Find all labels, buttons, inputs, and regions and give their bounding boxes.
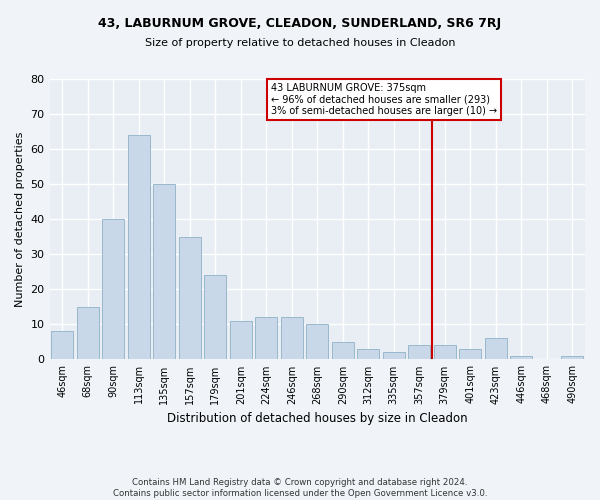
Bar [52,332,73,359]
Text: Contains HM Land Registry data © Crown copyright and database right 2024.
Contai: Contains HM Land Registry data © Crown c… [113,478,487,498]
Text: 43, LABURNUM GROVE, CLEADON, SUNDERLAND, SR6 7RJ: 43, LABURNUM GROVE, CLEADON, SUNDERLAND,… [98,18,502,30]
Bar [230,321,251,360]
Bar [562,356,583,360]
Bar [409,346,430,360]
Bar [332,342,353,359]
Bar [77,307,98,360]
Bar [383,352,404,360]
Bar [128,135,149,360]
Bar [434,346,455,360]
Bar [154,184,175,360]
Bar [256,318,277,360]
Y-axis label: Number of detached properties: Number of detached properties [15,132,25,307]
X-axis label: Distribution of detached houses by size in Cleadon: Distribution of detached houses by size … [167,412,467,425]
Bar [460,349,481,360]
Bar [103,219,124,360]
Bar [307,324,328,360]
Text: 43 LABURNUM GROVE: 375sqm
← 96% of detached houses are smaller (293)
3% of semi-: 43 LABURNUM GROVE: 375sqm ← 96% of detac… [271,82,497,116]
Bar [358,349,379,360]
Bar [205,276,226,359]
Bar [281,318,302,360]
Bar [485,338,506,359]
Bar [179,236,200,360]
Text: Size of property relative to detached houses in Cleadon: Size of property relative to detached ho… [145,38,455,48]
Bar [511,356,532,360]
